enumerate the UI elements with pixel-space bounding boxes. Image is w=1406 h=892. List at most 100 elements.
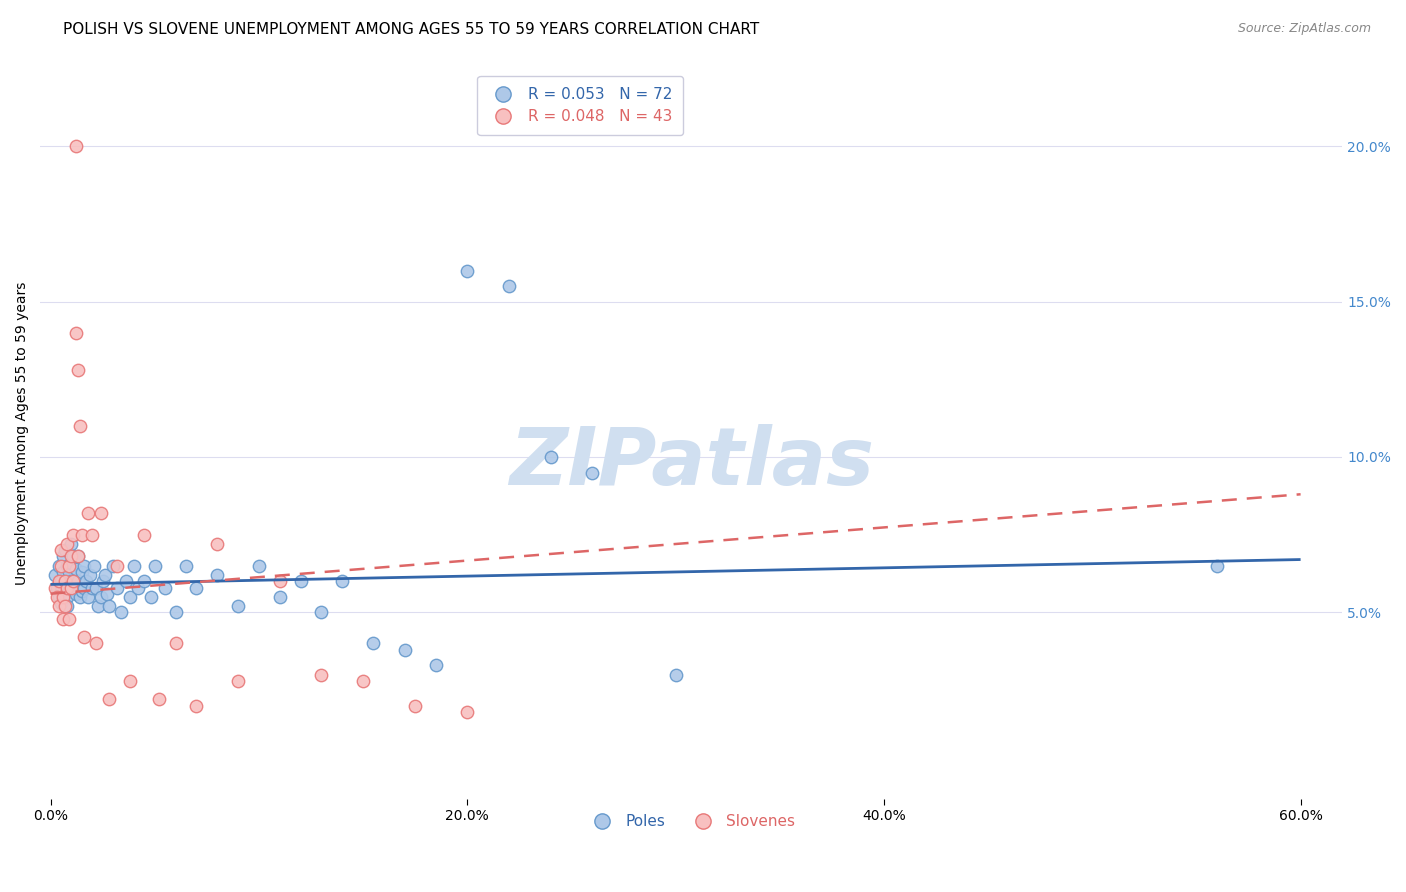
Text: POLISH VS SLOVENE UNEMPLOYMENT AMONG AGES 55 TO 59 YEARS CORRELATION CHART: POLISH VS SLOVENE UNEMPLOYMENT AMONG AGE… — [63, 22, 759, 37]
Legend: Poles, Slovenes: Poles, Slovenes — [581, 808, 801, 835]
Point — [664, 667, 686, 681]
Point — [83, 558, 105, 573]
Point — [49, 583, 72, 598]
Point — [58, 565, 80, 579]
Point — [77, 590, 100, 604]
Point — [44, 568, 66, 582]
Point — [425, 658, 447, 673]
Point — [165, 636, 187, 650]
Point — [52, 549, 75, 564]
Point — [60, 537, 83, 551]
Y-axis label: Unemployment Among Ages 55 to 59 years: Unemployment Among Ages 55 to 59 years — [15, 282, 30, 585]
Point — [143, 558, 166, 573]
Point — [91, 574, 114, 589]
Point — [52, 590, 75, 604]
Point — [53, 574, 76, 589]
Point — [498, 279, 520, 293]
Point — [394, 642, 416, 657]
Point — [60, 581, 83, 595]
Text: Source: ZipAtlas.com: Source: ZipAtlas.com — [1237, 22, 1371, 36]
Point — [52, 611, 75, 625]
Point — [52, 565, 75, 579]
Point — [352, 673, 374, 688]
Point — [70, 583, 93, 598]
Point — [404, 698, 426, 713]
Point — [60, 549, 83, 564]
Point — [540, 450, 562, 464]
Point — [96, 587, 118, 601]
Point — [581, 466, 603, 480]
Point — [330, 574, 353, 589]
Point — [90, 506, 112, 520]
Point — [79, 568, 101, 582]
Point — [65, 139, 87, 153]
Point — [311, 606, 333, 620]
Point — [456, 705, 478, 719]
Point — [48, 590, 70, 604]
Point — [53, 543, 76, 558]
Point — [58, 558, 80, 573]
Point — [153, 581, 176, 595]
Point — [97, 692, 120, 706]
Point — [134, 527, 156, 541]
Point — [45, 590, 67, 604]
Point — [58, 581, 80, 595]
Point — [66, 363, 89, 377]
Point — [62, 581, 84, 595]
Point — [363, 636, 385, 650]
Point — [49, 574, 72, 589]
Point — [75, 574, 97, 589]
Point — [73, 558, 96, 573]
Point — [53, 574, 76, 589]
Point — [226, 599, 249, 614]
Point — [165, 606, 187, 620]
Point — [134, 574, 156, 589]
Point — [118, 590, 141, 604]
Point — [44, 581, 66, 595]
Point — [65, 562, 87, 576]
Point — [97, 599, 120, 614]
Point — [110, 606, 132, 620]
Point — [311, 667, 333, 681]
Point — [56, 558, 79, 573]
Point — [105, 558, 128, 573]
Point — [1206, 558, 1229, 573]
Point — [62, 574, 84, 589]
Point — [56, 537, 79, 551]
Point — [48, 574, 70, 589]
Point — [86, 636, 108, 650]
Point — [114, 574, 136, 589]
Point — [70, 527, 93, 541]
Point — [56, 581, 79, 595]
Point — [82, 527, 104, 541]
Point — [53, 599, 76, 614]
Point — [82, 581, 104, 595]
Point — [73, 581, 96, 595]
Point — [49, 558, 72, 573]
Point — [58, 611, 80, 625]
Point — [77, 506, 100, 520]
Point — [90, 590, 112, 604]
Point — [69, 590, 91, 604]
Point — [49, 543, 72, 558]
Text: ZIPatlas: ZIPatlas — [509, 424, 873, 502]
Point — [48, 599, 70, 614]
Point — [186, 698, 208, 713]
Point — [65, 326, 87, 340]
Point — [101, 558, 124, 573]
Point — [62, 549, 84, 564]
Point — [247, 558, 270, 573]
Point — [148, 692, 170, 706]
Point — [87, 599, 110, 614]
Point — [456, 263, 478, 277]
Point — [65, 587, 87, 601]
Point — [118, 673, 141, 688]
Point — [62, 527, 84, 541]
Point — [205, 568, 228, 582]
Point — [48, 558, 70, 573]
Point — [174, 558, 197, 573]
Point — [186, 581, 208, 595]
Point — [226, 673, 249, 688]
Point — [269, 574, 291, 589]
Point — [139, 590, 162, 604]
